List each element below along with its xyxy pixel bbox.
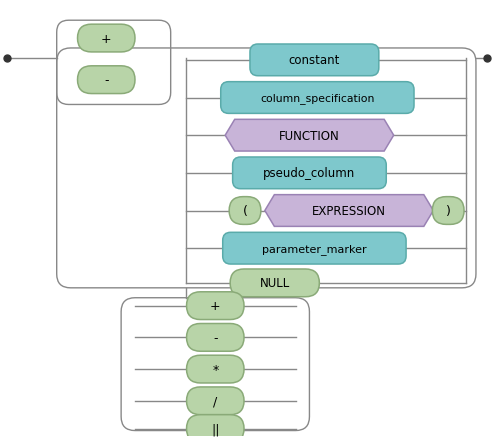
FancyBboxPatch shape xyxy=(187,292,244,320)
FancyBboxPatch shape xyxy=(187,355,244,383)
FancyBboxPatch shape xyxy=(223,233,406,265)
Text: (: ( xyxy=(243,205,247,218)
FancyBboxPatch shape xyxy=(233,158,386,189)
FancyBboxPatch shape xyxy=(230,269,319,297)
FancyBboxPatch shape xyxy=(432,197,464,225)
Text: FUNCTION: FUNCTION xyxy=(279,129,340,142)
FancyBboxPatch shape xyxy=(250,45,379,77)
Text: EXPRESSION: EXPRESSION xyxy=(312,205,386,218)
Text: ): ) xyxy=(446,205,451,218)
Polygon shape xyxy=(225,120,394,152)
Text: ||: || xyxy=(211,422,219,435)
Text: /: / xyxy=(213,394,217,407)
FancyBboxPatch shape xyxy=(78,25,135,53)
Text: NULL: NULL xyxy=(260,277,290,290)
Polygon shape xyxy=(265,195,433,227)
FancyBboxPatch shape xyxy=(221,82,414,114)
Text: -: - xyxy=(213,331,217,344)
Text: column_specification: column_specification xyxy=(260,93,374,104)
FancyBboxPatch shape xyxy=(78,67,135,94)
FancyBboxPatch shape xyxy=(187,415,244,438)
Text: pseudo_column: pseudo_column xyxy=(263,167,356,180)
Text: constant: constant xyxy=(288,54,340,67)
Text: *: * xyxy=(212,363,218,376)
Text: parameter_marker: parameter_marker xyxy=(262,243,367,254)
FancyBboxPatch shape xyxy=(187,324,244,351)
Text: -: - xyxy=(104,74,109,87)
Text: +: + xyxy=(101,32,112,46)
FancyBboxPatch shape xyxy=(229,197,261,225)
Text: +: + xyxy=(210,300,221,312)
FancyBboxPatch shape xyxy=(187,387,244,415)
